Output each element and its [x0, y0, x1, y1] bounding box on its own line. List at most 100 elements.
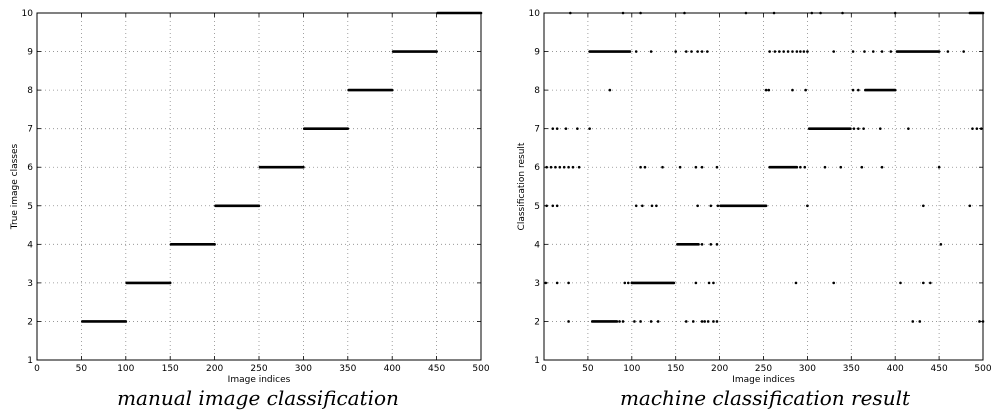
data-point — [819, 11, 822, 15]
data-point — [577, 165, 581, 169]
data-point — [803, 165, 807, 169]
data-point — [806, 50, 809, 53]
data-point — [744, 11, 748, 15]
y-tick-label: 10 — [22, 9, 34, 19]
y-tick-label: 1 — [534, 356, 540, 366]
x-tick-label: 300 — [295, 364, 312, 374]
data-point — [674, 50, 677, 53]
data-point — [911, 320, 915, 323]
data-point — [929, 281, 932, 285]
data-point — [567, 165, 570, 169]
data-point — [649, 320, 653, 323]
data-point — [683, 11, 686, 15]
data-point — [832, 50, 836, 53]
caption-manual: manual image classification — [117, 386, 399, 410]
data-point — [608, 88, 612, 92]
y-tick-label: 6 — [534, 163, 540, 173]
x-tick-label: 500 — [472, 364, 489, 374]
x-tick-label: 450 — [931, 364, 948, 374]
x-axis-label: Image indices — [228, 375, 291, 385]
data-point — [715, 165, 719, 169]
data-point — [709, 243, 713, 246]
data-point — [691, 320, 695, 323]
x-tick-label: 400 — [887, 364, 904, 374]
data-point — [709, 204, 713, 208]
data-point — [799, 50, 802, 53]
x-tick-label: 0 — [34, 364, 40, 374]
x-tick-label: 350 — [843, 364, 860, 374]
data-point — [555, 281, 559, 285]
y-axis-label: True image classes — [10, 143, 20, 230]
x-tick-label: 300 — [799, 364, 816, 374]
data-point — [562, 165, 566, 169]
data-point — [545, 165, 548, 169]
data-point — [684, 320, 688, 323]
data-point — [975, 127, 979, 130]
data-point — [968, 204, 972, 208]
y-axis-label: Classification result — [517, 142, 527, 230]
data-point — [918, 320, 922, 323]
data-point — [567, 281, 570, 285]
data-point — [860, 165, 864, 169]
data-point — [694, 165, 698, 169]
y-tick-label: 9 — [534, 48, 540, 58]
data-point — [684, 50, 688, 53]
y-tick-label: 7 — [534, 125, 540, 135]
data-point — [791, 88, 794, 92]
data-point — [962, 50, 965, 53]
data-point — [551, 204, 555, 208]
data-point — [707, 281, 711, 285]
data-point — [588, 127, 591, 130]
caption-machine: machine classification result — [619, 386, 911, 410]
data-point — [878, 127, 882, 130]
y-tick-label: 6 — [27, 163, 33, 173]
data-point — [696, 204, 699, 208]
data-point — [571, 165, 575, 169]
data-point — [633, 320, 636, 323]
data-point — [863, 50, 866, 53]
y-tick-label: 3 — [27, 279, 33, 289]
y-tick-label: 4 — [534, 240, 540, 250]
data-point — [804, 88, 807, 92]
y-tick-label: 5 — [534, 202, 540, 212]
y-tick-label: 9 — [27, 48, 33, 58]
data-point — [773, 50, 777, 53]
x-tick-label: 500 — [974, 364, 991, 374]
data-point — [978, 320, 981, 323]
data-point — [549, 165, 553, 169]
data-point — [921, 204, 925, 208]
data-point — [889, 50, 893, 53]
data-point — [857, 127, 860, 130]
data-point — [971, 127, 974, 130]
data-point — [907, 127, 910, 130]
data-point — [621, 320, 625, 323]
data-point — [841, 11, 844, 15]
data-point — [871, 50, 875, 53]
y-tick-label: 3 — [534, 279, 540, 289]
data-point — [626, 281, 630, 285]
data-point — [576, 127, 579, 130]
data-point — [551, 127, 555, 130]
data-point — [802, 50, 806, 53]
data-point — [639, 165, 642, 169]
data-point — [694, 281, 698, 285]
y-tick-label: 5 — [27, 202, 33, 212]
data-point — [567, 320, 570, 323]
data-point — [768, 50, 771, 53]
data-point — [639, 11, 642, 15]
x-tick-label: 50 — [76, 364, 88, 374]
data-point — [555, 127, 559, 130]
machine-classification-chart: 0 50 100 150 200 250 300 350 400 450 500 1 2 3 4 5 6 7 8 9 1… — [517, 9, 992, 385]
data-point — [618, 320, 621, 323]
data-point — [706, 50, 709, 53]
data-point — [851, 50, 855, 53]
data-point — [661, 165, 664, 169]
data-point — [791, 50, 794, 53]
data-point — [564, 127, 568, 130]
data-point — [946, 50, 950, 53]
data-point — [899, 281, 902, 285]
data-point — [852, 127, 856, 130]
x-tick-label: 400 — [384, 364, 401, 374]
data-point — [782, 50, 785, 53]
data-point — [772, 11, 776, 15]
